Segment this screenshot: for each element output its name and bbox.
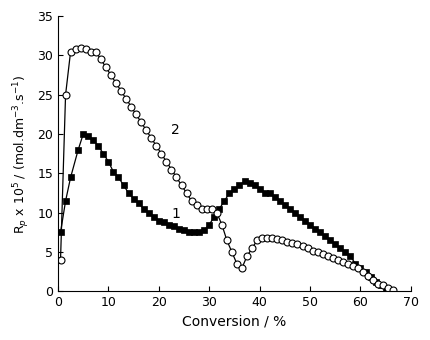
X-axis label: Conversion / %: Conversion / %	[182, 315, 286, 329]
Text: 1: 1	[172, 207, 180, 221]
Y-axis label: R$_p$ x 10$^5$ / (mol.dm$^{-3}$.s$^{-1}$): R$_p$ x 10$^5$ / (mol.dm$^{-3}$.s$^{-1}$…	[11, 74, 32, 234]
Text: 2: 2	[172, 123, 180, 137]
